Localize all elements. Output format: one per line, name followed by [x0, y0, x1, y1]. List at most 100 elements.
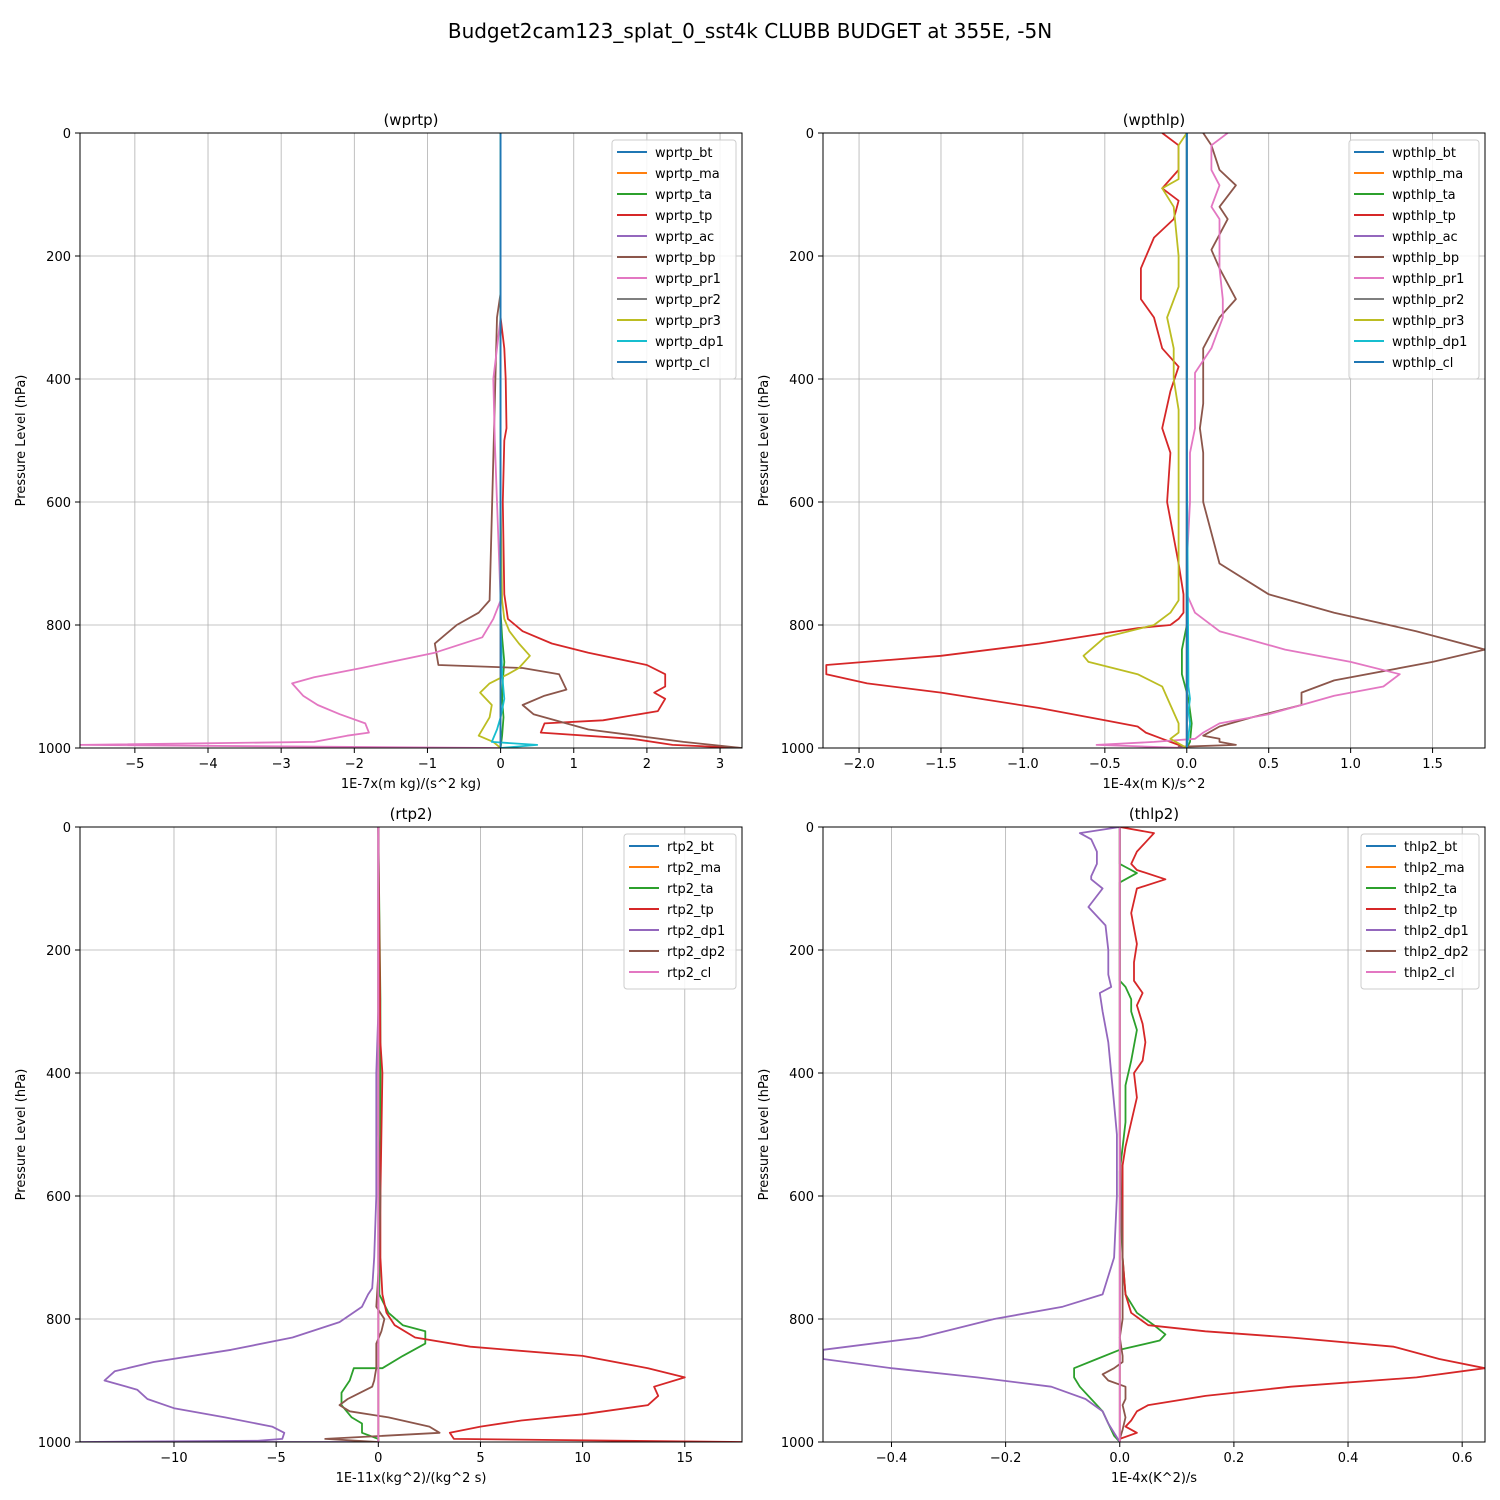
y-tick-label: 200: [789, 944, 814, 959]
x-tick-label: −0.4: [876, 1451, 908, 1466]
subplot-title: (wpthlp): [1123, 111, 1186, 129]
y-tick-label: 400: [789, 373, 814, 388]
x-tick-label: −10: [160, 1451, 187, 1466]
y-tick-label: 200: [46, 250, 71, 265]
legend-label: rtp2_cl: [667, 966, 711, 981]
series-line-wprtp_pr3: [477, 133, 531, 748]
legend-label: wpthlp_bt: [1392, 146, 1456, 161]
series-line-wpthlp_pr3: [1082, 133, 1188, 748]
legend-label: wpthlp_ac: [1392, 230, 1458, 245]
y-axis-label: Pressure Level (hPa): [757, 1069, 772, 1201]
legend-label: wprtp_pr1: [655, 272, 721, 287]
series-line-rtp2_tp: [377, 827, 742, 1442]
axes-frame: [79, 826, 743, 1443]
legend-label: wpthlp_dp1: [1392, 335, 1467, 350]
legend-label: rtp2_ma: [667, 861, 721, 876]
legend-label: wprtp_pr3: [655, 314, 721, 329]
y-tick-label: 800: [789, 619, 814, 634]
legend-label: wprtp_pr2: [655, 293, 721, 308]
legend-label: wprtp_ma: [655, 167, 720, 182]
axes-frame: [79, 132, 743, 749]
series-group: [823, 827, 1485, 1442]
legend-label: thlp2_dp1: [1404, 924, 1469, 939]
axes-frame: [822, 132, 1486, 749]
subplot-grid: −5 −4 −3 −2 −1 0 1 2 302004006008001000(wprtp)1E…: [14, 111, 1486, 1486]
y-tick-label: 1000: [781, 742, 814, 757]
x-tick-label: 0: [496, 757, 504, 772]
x-tick-label: −1: [418, 757, 437, 772]
series-line-rtp2_dp1: [80, 827, 380, 1442]
series-line-thlp2_dp2: [1101, 827, 1127, 1442]
legend-label: wpthlp_bp: [1392, 251, 1459, 266]
legend-label: wpthlp_tp: [1392, 209, 1456, 224]
y-tick-label: 0: [806, 821, 814, 836]
y-axis-label: Pressure Level (hPa): [14, 1069, 29, 1201]
x-tick-label: 5: [476, 1451, 484, 1466]
legend-label: wprtp_cl: [655, 356, 710, 371]
x-tick-label: −2.0: [843, 757, 875, 772]
legend-label: rtp2_bt: [667, 840, 714, 855]
series-group: [80, 827, 742, 1442]
x-axis-label: 1E-4x(m K)/s^2: [1103, 777, 1206, 792]
y-tick-label: 400: [789, 1067, 814, 1082]
legend-label: rtp2_dp2: [667, 945, 725, 960]
legend-label: wpthlp_cl: [1392, 356, 1453, 371]
y-tick-label: 600: [789, 1190, 814, 1205]
x-tick-label: −2: [345, 757, 364, 772]
legend-label: rtp2_ta: [667, 882, 714, 897]
x-tick-label: 0: [374, 1451, 382, 1466]
x-tick-label: 0.5: [1258, 757, 1279, 772]
series-line-wprtp_bp: [433, 133, 742, 748]
x-tick-label: −5: [125, 757, 144, 772]
x-tick-label: 0.2: [1224, 1451, 1245, 1466]
y-axis-label: Pressure Level (hPa): [757, 375, 772, 507]
legend-label: thlp2_ta: [1404, 882, 1457, 897]
legend-label: thlp2_ma: [1404, 861, 1465, 876]
y-tick-label: 800: [789, 1313, 814, 1328]
x-tick-label: 1.5: [1422, 757, 1443, 772]
series-line-wpthlp_tp: [825, 133, 1188, 748]
x-axis-label: 1E-7x(m kg)/(s^2 kg): [341, 777, 481, 792]
legend-label: wprtp_tp: [655, 209, 712, 224]
subplot-3: −0.4 −0.2 0.0 0.2 0.4 0.6 0 200 400 600 800 1000 (th…: [757, 805, 1486, 1486]
y-tick-label: 800: [46, 619, 71, 634]
y-tick-label: 400: [46, 1067, 71, 1082]
legend-label: rtp2_dp1: [667, 924, 725, 939]
y-tick-label: 1000: [38, 742, 71, 757]
legend-label: thlp2_tp: [1404, 903, 1457, 918]
legend-label: wpthlp_ta: [1392, 188, 1456, 203]
legend-label: wprtp_ta: [655, 188, 712, 203]
y-tick-label: 0: [63, 127, 71, 142]
y-tick-label: 1000: [781, 1436, 814, 1451]
x-tick-label: −3: [272, 757, 291, 772]
y-tick-label: 200: [46, 944, 71, 959]
x-tick-label: −1.5: [925, 757, 957, 772]
legend-label: wprtp_bt: [655, 146, 712, 161]
legend: wpthlp_bt wpthlp_ma wpthlp_ta wpthlp_tpwpth…: [1348, 139, 1480, 380]
x-tick-label: 15: [677, 1451, 694, 1466]
legend-label: wpthlp_pr2: [1392, 293, 1464, 308]
subplot-2: −10 −5 0 5 10 15 0 200 400 600 800 1000 (rtp2) 1E-11x…: [14, 805, 743, 1486]
y-tick-label: 200: [789, 250, 814, 265]
series-group: [80, 133, 742, 748]
legend-label: thlp2_cl: [1404, 966, 1455, 981]
subplot-title: (thlp2): [1129, 805, 1179, 823]
series-line-thlp2_tp: [1119, 827, 1485, 1440]
x-axis-label: 1E-4x(K^2)/s: [1111, 1471, 1197, 1486]
legend-label: wpthlp_pr3: [1392, 314, 1464, 329]
x-tick-label: 0.0: [1176, 757, 1197, 772]
legend: rtp2_bt rtp2_ma rtp2_ta rtp2_tp rtp2_dp1 rtp2…: [623, 833, 737, 990]
y-tick-label: 1000: [38, 1436, 71, 1451]
x-tick-label: 0.4: [1338, 1451, 1359, 1466]
x-tick-label: −1.0: [1007, 757, 1039, 772]
y-axis-label: Pressure Level (hPa): [14, 375, 29, 507]
x-tick-label: −4: [198, 757, 217, 772]
legend-label: thlp2_bt: [1404, 840, 1457, 855]
legend: thlp2_bt thlp2_ma thlp2_ta thlp2_tp thlp2_dp…: [1360, 833, 1480, 990]
x-tick-label: 0.0: [1109, 1451, 1130, 1466]
x-tick-label: 0.6: [1452, 1451, 1473, 1466]
x-tick-label: 1: [570, 757, 578, 772]
x-axis-label: 1E-11x(kg^2)/(kg^2 s): [336, 1471, 487, 1486]
